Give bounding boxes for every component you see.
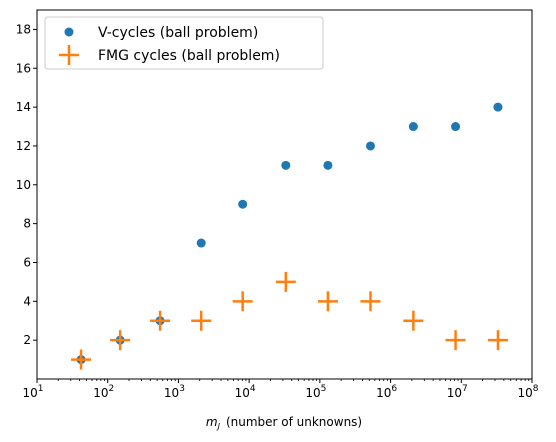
x-tick-label: 101 bbox=[22, 384, 43, 400]
v-cycles-point bbox=[238, 199, 248, 209]
x-tick-label: 107 bbox=[447, 384, 468, 400]
x-tick-label-exp: 4 bbox=[250, 384, 256, 394]
x-tick-label-base: 10 bbox=[22, 386, 37, 400]
fmg-cycles-point bbox=[110, 330, 131, 351]
fmg-cycles-point bbox=[191, 310, 212, 331]
x-tick-label-exp: 2 bbox=[108, 384, 114, 394]
y-tick-label: 16 bbox=[16, 61, 31, 75]
legend: V-cycles (ball problem) FMG cycles (ball … bbox=[44, 16, 324, 70]
x-tick-label-exp: 5 bbox=[321, 384, 327, 394]
y-tick-label: 12 bbox=[16, 139, 31, 153]
fmg-cycles-point bbox=[275, 271, 296, 292]
legend-swatch bbox=[64, 27, 74, 37]
x-axis-label-symbol: m bbox=[206, 415, 218, 429]
x-tick-label-base: 10 bbox=[93, 386, 108, 400]
fmg-cycles-point bbox=[403, 310, 424, 331]
v-cycles-point bbox=[281, 160, 291, 170]
legend-label: FMG cycles (ball problem) bbox=[98, 48, 280, 64]
y-tick-label: 4 bbox=[23, 294, 31, 308]
x-tick-label: 104 bbox=[235, 384, 256, 400]
x-axis-label: mJ (number of unknowns) bbox=[206, 415, 362, 431]
v-cycles-point bbox=[365, 141, 375, 151]
x-tick-label: 106 bbox=[376, 384, 397, 400]
v-cycles-point bbox=[196, 238, 206, 248]
fmg-cycles-point bbox=[317, 291, 338, 312]
x-tick-label-exp: 7 bbox=[462, 384, 468, 394]
y-tick-label: 8 bbox=[23, 217, 31, 231]
x-tick-label: 105 bbox=[305, 384, 326, 400]
x-tick-label: 102 bbox=[93, 384, 114, 400]
legend-label: V-cycles (ball problem) bbox=[98, 25, 258, 41]
fmg-cycles-point bbox=[487, 330, 508, 351]
fmg-cycles-point bbox=[445, 330, 466, 351]
v-cycles-point bbox=[493, 102, 503, 112]
x-tick-label-exp: 6 bbox=[391, 384, 397, 394]
x-tick-label-base: 10 bbox=[376, 386, 391, 400]
v-cycles-point bbox=[408, 122, 418, 132]
fmg-cycles-point bbox=[150, 310, 171, 331]
x-tick-label-exp: 1 bbox=[38, 384, 44, 394]
x-tick-label-base: 10 bbox=[447, 386, 462, 400]
x-tick-label-exp: 8 bbox=[533, 384, 539, 394]
x-tick-label: 108 bbox=[517, 384, 538, 400]
x-axis-label-subscript: J bbox=[216, 422, 221, 431]
y-tick-label: 10 bbox=[16, 178, 31, 192]
x-axis-label-text: (number of unknowns) bbox=[226, 415, 362, 429]
x-tick-label: 103 bbox=[164, 384, 185, 400]
fmg-cycles-point bbox=[360, 291, 381, 312]
x-tick-label-base: 10 bbox=[517, 386, 532, 400]
x-tick-label-exp: 3 bbox=[179, 384, 185, 394]
x-tick-label-base: 10 bbox=[235, 386, 250, 400]
y-tick-label: 2 bbox=[23, 333, 31, 347]
fmg-cycles-point bbox=[232, 291, 253, 312]
v-cycles-point bbox=[323, 160, 333, 170]
plot-frame bbox=[36, 9, 533, 380]
x-tick-label-base: 10 bbox=[305, 386, 320, 400]
y-tick-label: 6 bbox=[23, 255, 31, 269]
legend-box bbox=[44, 16, 324, 70]
legend-swatch bbox=[59, 45, 79, 65]
y-tick-label: 18 bbox=[16, 22, 31, 36]
x-tick-label-base: 10 bbox=[164, 386, 179, 400]
fmg-cycles-point bbox=[71, 349, 92, 370]
v-cycles-point bbox=[451, 122, 461, 132]
y-tick-label: 14 bbox=[16, 100, 31, 114]
